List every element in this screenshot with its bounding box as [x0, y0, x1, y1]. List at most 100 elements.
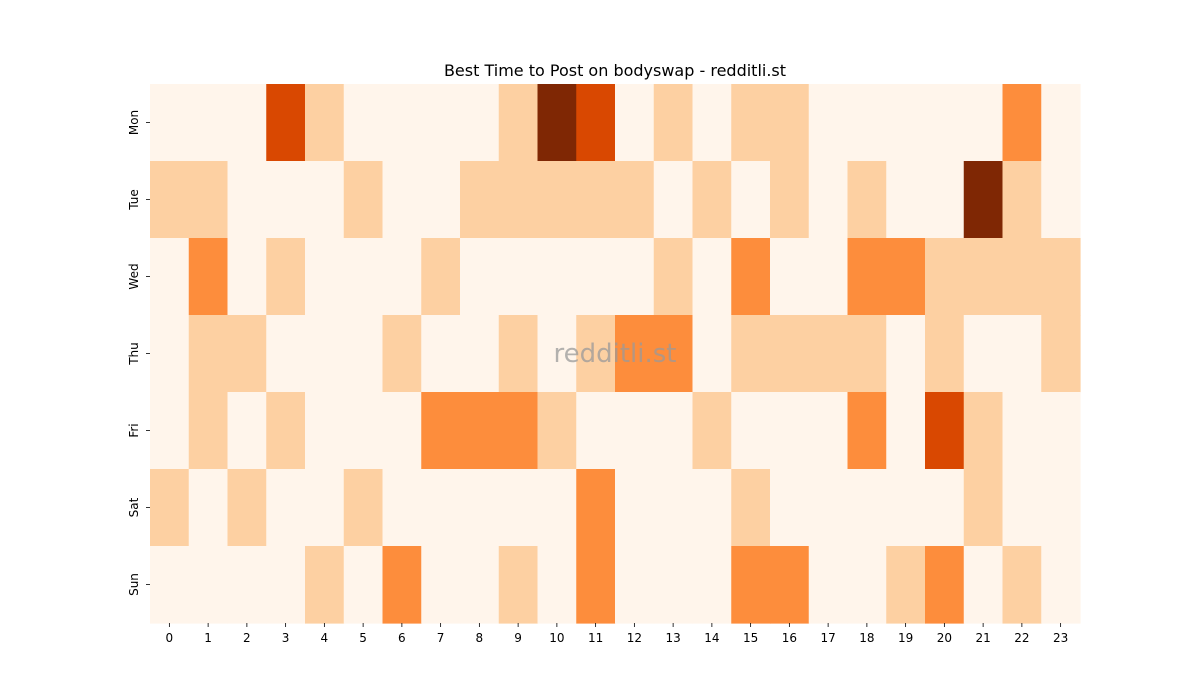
heatmap-cell: [498, 546, 539, 624]
heatmap-cell: [653, 238, 694, 316]
heatmap-cell: [692, 469, 732, 547]
heatmap-cell: [150, 546, 190, 624]
heatmap-cell: [188, 161, 229, 239]
heatmap-cell: [227, 392, 267, 470]
x-tick-label: 6: [398, 631, 406, 645]
heatmap-cell: [653, 546, 694, 624]
heatmap-cell: [615, 392, 655, 470]
heatmap-cell: [150, 469, 190, 547]
heatmap-cell: [615, 161, 655, 239]
heatmap-cell: [963, 238, 1004, 316]
heatmap-cell: [847, 315, 887, 393]
heatmap-cell: [653, 315, 694, 393]
heatmap-cell: [576, 84, 616, 162]
heatmap-cell: [692, 392, 732, 470]
watermark-text: redditli.st: [554, 339, 677, 369]
heatmap-cell: [963, 546, 1004, 624]
heatmap-cell: [770, 469, 810, 547]
heatmap-cell: [498, 392, 539, 470]
y-axis: Mon Tue Wed Thu Fri Sat Sun: [127, 110, 150, 596]
heatmap-cell: [1041, 161, 1081, 239]
heatmap-cell: [808, 84, 849, 162]
heatmap-cell: [886, 84, 926, 162]
x-tick-label: 3: [282, 631, 290, 645]
heatmap-cell: [576, 392, 616, 470]
heatmap-cell: [343, 238, 384, 316]
heatmap-cell: [886, 392, 926, 470]
heatmap-cell: [692, 315, 732, 393]
heatmap-cell: [886, 469, 926, 547]
heatmap-cell: [343, 161, 384, 239]
heatmap-cell: [1002, 392, 1042, 470]
heatmap-cell: [615, 315, 655, 393]
heatmap-cell: [305, 392, 345, 470]
heatmap-cell: [731, 392, 771, 470]
x-tick-label: 16: [782, 631, 797, 645]
heatmap-cell: [305, 84, 345, 162]
heatmap-cell: [925, 469, 965, 547]
heatmap-cell: [460, 161, 500, 239]
heatmap-cell: [227, 315, 267, 393]
heatmap-cell: [150, 392, 190, 470]
heatmap-cell: [731, 546, 771, 624]
heatmap-cell: [460, 469, 500, 547]
heatmap-cell: [653, 469, 694, 547]
x-tick-label: 0: [166, 631, 174, 645]
heatmap-cell: [266, 315, 306, 393]
x-tick-label: 19: [898, 631, 913, 645]
heatmap-cell: [382, 469, 422, 547]
heatmap-cell: [421, 161, 461, 239]
heatmap-cell: [421, 315, 461, 393]
heatmap-cell: [847, 546, 887, 624]
heatmap-cell: [770, 546, 810, 624]
heatmap-cell: [925, 161, 965, 239]
heatmap-cell: [460, 84, 500, 162]
heatmap-cell: [731, 84, 771, 162]
heatmap-cell: [1041, 238, 1081, 316]
x-tick-label: 13: [665, 631, 680, 645]
heatmap-cell: [808, 161, 849, 239]
heatmap-cell: [808, 392, 849, 470]
heatmap-cell: [886, 161, 926, 239]
heatmap-cell: [188, 84, 229, 162]
heatmap-cell: [770, 84, 810, 162]
heatmap-cell: [150, 161, 190, 239]
heatmap-cell: [266, 546, 306, 624]
x-tick-label: 8: [476, 631, 484, 645]
heatmap-cell: [1002, 315, 1042, 393]
heatmap-cell: [963, 315, 1004, 393]
heatmap-cell: [847, 84, 887, 162]
heatmap-cell: [692, 546, 732, 624]
x-tick-label: 10: [549, 631, 564, 645]
heatmap-cell: [382, 238, 422, 316]
heatmap-cell: [692, 161, 732, 239]
heatmap-cell: [886, 315, 926, 393]
heatmap-cell: [343, 84, 384, 162]
heatmap-cell: [1002, 546, 1042, 624]
y-tick-label: Mon: [127, 110, 141, 135]
x-tick-label: 1: [204, 631, 212, 645]
chart-title: Best Time to Post on bodyswap - redditli…: [444, 61, 786, 80]
x-tick-label: 18: [859, 631, 874, 645]
heatmap-cell: [653, 161, 694, 239]
heatmap-cell: [770, 161, 810, 239]
heatmap-cell: [963, 392, 1004, 470]
heatmap-cell: [808, 546, 849, 624]
heatmap-cell: [731, 469, 771, 547]
heatmap-cell: [343, 315, 384, 393]
heatmap-cell: [615, 238, 655, 316]
heatmap-cell: [731, 161, 771, 239]
heatmap-cell: [1002, 469, 1042, 547]
heatmap-cell: [808, 315, 849, 393]
heatmap-cell: [305, 238, 345, 316]
heatmap-cell: [305, 469, 345, 547]
heatmap-cell: [305, 315, 345, 393]
heatmap-cell: [343, 392, 384, 470]
heatmap-cell: [188, 546, 229, 624]
heatmap-cell: [421, 238, 461, 316]
heatmap-cell: [266, 469, 306, 547]
heatmap-cell: [150, 238, 190, 316]
heatmap-cell: [537, 84, 577, 162]
heatmap-cell: [227, 161, 267, 239]
